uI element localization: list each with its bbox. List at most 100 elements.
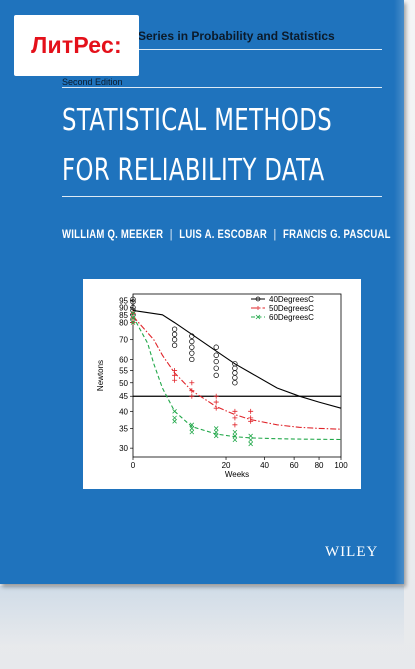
- data-point: [248, 408, 254, 414]
- data-point: [232, 370, 238, 376]
- legend-marker: [255, 314, 261, 320]
- x-tick-label: 40: [260, 461, 269, 470]
- data-point: [189, 344, 195, 350]
- author-separator: |: [169, 229, 173, 241]
- data-point: [232, 437, 238, 443]
- y-tick-label: 90: [119, 303, 128, 312]
- data-point: [232, 375, 238, 381]
- litres-logo-text: ЛитРес:: [31, 32, 122, 58]
- y-tick-label: 55: [119, 367, 128, 376]
- data-point: [213, 365, 219, 371]
- y-tick-label: 35: [119, 424, 128, 433]
- x-tick-label: 20: [222, 461, 231, 470]
- data-point: [172, 377, 178, 383]
- x-axis-label: Weeks: [225, 470, 249, 479]
- cover-reflection: [0, 586, 404, 646]
- data-point: [172, 372, 178, 378]
- legend-marker: [255, 296, 261, 302]
- data-point: [171, 331, 178, 337]
- data-point: [172, 415, 177, 421]
- y-tick-label: 95: [119, 297, 128, 306]
- data-point: [172, 419, 177, 424]
- author-list: WILLIAM Q. MEEKER | LUIS A. ESCOBAR | FRANCI…: [62, 229, 391, 241]
- legend-marker: [256, 306, 260, 310]
- fit-line-50DegreesC: [132, 315, 342, 430]
- fit-line-60DegreesC: [132, 316, 342, 441]
- data-point: [171, 326, 178, 332]
- author-name: LUIS A. ESCOBAR: [179, 229, 267, 241]
- data-point: [189, 426, 195, 431]
- data-point: [189, 338, 195, 345]
- data-point: [189, 380, 195, 386]
- legend-label: 50DegreesC: [269, 304, 314, 313]
- data-point: [213, 426, 219, 431]
- author-name: FRANCIS G. PASCUAL: [283, 229, 391, 241]
- y-tick-label: 70: [119, 336, 128, 345]
- y-tick-label: 30: [119, 444, 128, 453]
- y-tick-label: 45: [119, 392, 128, 401]
- data-point: [232, 422, 238, 428]
- data-point: [213, 433, 219, 439]
- data-point: [232, 415, 238, 421]
- x-tick-label: 80: [315, 461, 324, 470]
- data-point: [171, 342, 178, 348]
- edition-rule: [62, 87, 382, 88]
- data-point: [232, 408, 238, 414]
- y-tick-label: 40: [119, 407, 128, 416]
- data-point: [130, 311, 136, 316]
- data-point: [130, 304, 136, 311]
- x-tick-label: 60: [290, 461, 299, 470]
- data-point: [248, 441, 253, 447]
- data-point: [171, 337, 178, 343]
- data-point: [172, 409, 177, 414]
- x-tick-label: 100: [334, 461, 348, 470]
- data-point: [130, 296, 136, 302]
- data-point: [248, 418, 254, 424]
- y-tick-label: 50: [119, 379, 128, 388]
- fit-line-40DegreesC: [132, 309, 342, 409]
- data-point: [213, 393, 219, 399]
- data-point: [213, 399, 219, 405]
- y-axis-label: Newtons: [96, 360, 105, 391]
- data-point: [172, 368, 178, 374]
- y-tick-label: 85: [119, 311, 128, 320]
- book-cover: Series in Probability and Statistics Sec…: [0, 0, 404, 584]
- data-point: [248, 433, 253, 439]
- legend-label: 60DegreesC: [269, 313, 314, 322]
- data-point: [189, 393, 195, 399]
- data-point: [213, 372, 219, 378]
- data-point: [232, 365, 238, 371]
- author-name: WILLIAM Q. MEEKER: [62, 229, 164, 241]
- data-point: [189, 356, 195, 363]
- author-separator: |: [273, 229, 277, 241]
- data-point: [213, 405, 219, 411]
- y-tick-label: 80: [119, 319, 128, 328]
- data-point: [232, 433, 238, 439]
- litres-badge[interactable]: ЛитРес:: [14, 15, 139, 76]
- data-point: [189, 350, 195, 356]
- data-point: [189, 422, 195, 428]
- book-title-line-1: STATISTICAL METHODS: [62, 103, 333, 138]
- x-tick-label: 0: [131, 461, 136, 470]
- legend-label: 40DegreesC: [269, 295, 314, 304]
- data-point: [189, 429, 195, 435]
- series-title: Series in Probability and Statistics: [138, 29, 335, 43]
- data-point: [213, 429, 219, 435]
- data-point: [130, 320, 136, 325]
- data-point: [130, 315, 136, 321]
- data-point: [213, 344, 219, 350]
- data-point: [248, 437, 253, 443]
- publisher-logo: WILEY: [325, 544, 379, 560]
- y-tick-label: 60: [119, 355, 128, 364]
- data-point: [189, 333, 195, 339]
- data-point: [232, 380, 238, 386]
- title-rule: [62, 196, 382, 197]
- data-point: [130, 299, 136, 305]
- data-point: [189, 388, 195, 394]
- book-title-line-2: FOR RELIABILITY DATA: [62, 153, 325, 188]
- edition-label: Second Edition: [62, 77, 123, 87]
- cover-chart-panel: 95 90 85 80 70 60 55 50 45 40 35 30 0 20 40 60 80 100 Week…: [83, 279, 361, 489]
- data-point: [232, 429, 238, 435]
- top-rule: [62, 49, 382, 50]
